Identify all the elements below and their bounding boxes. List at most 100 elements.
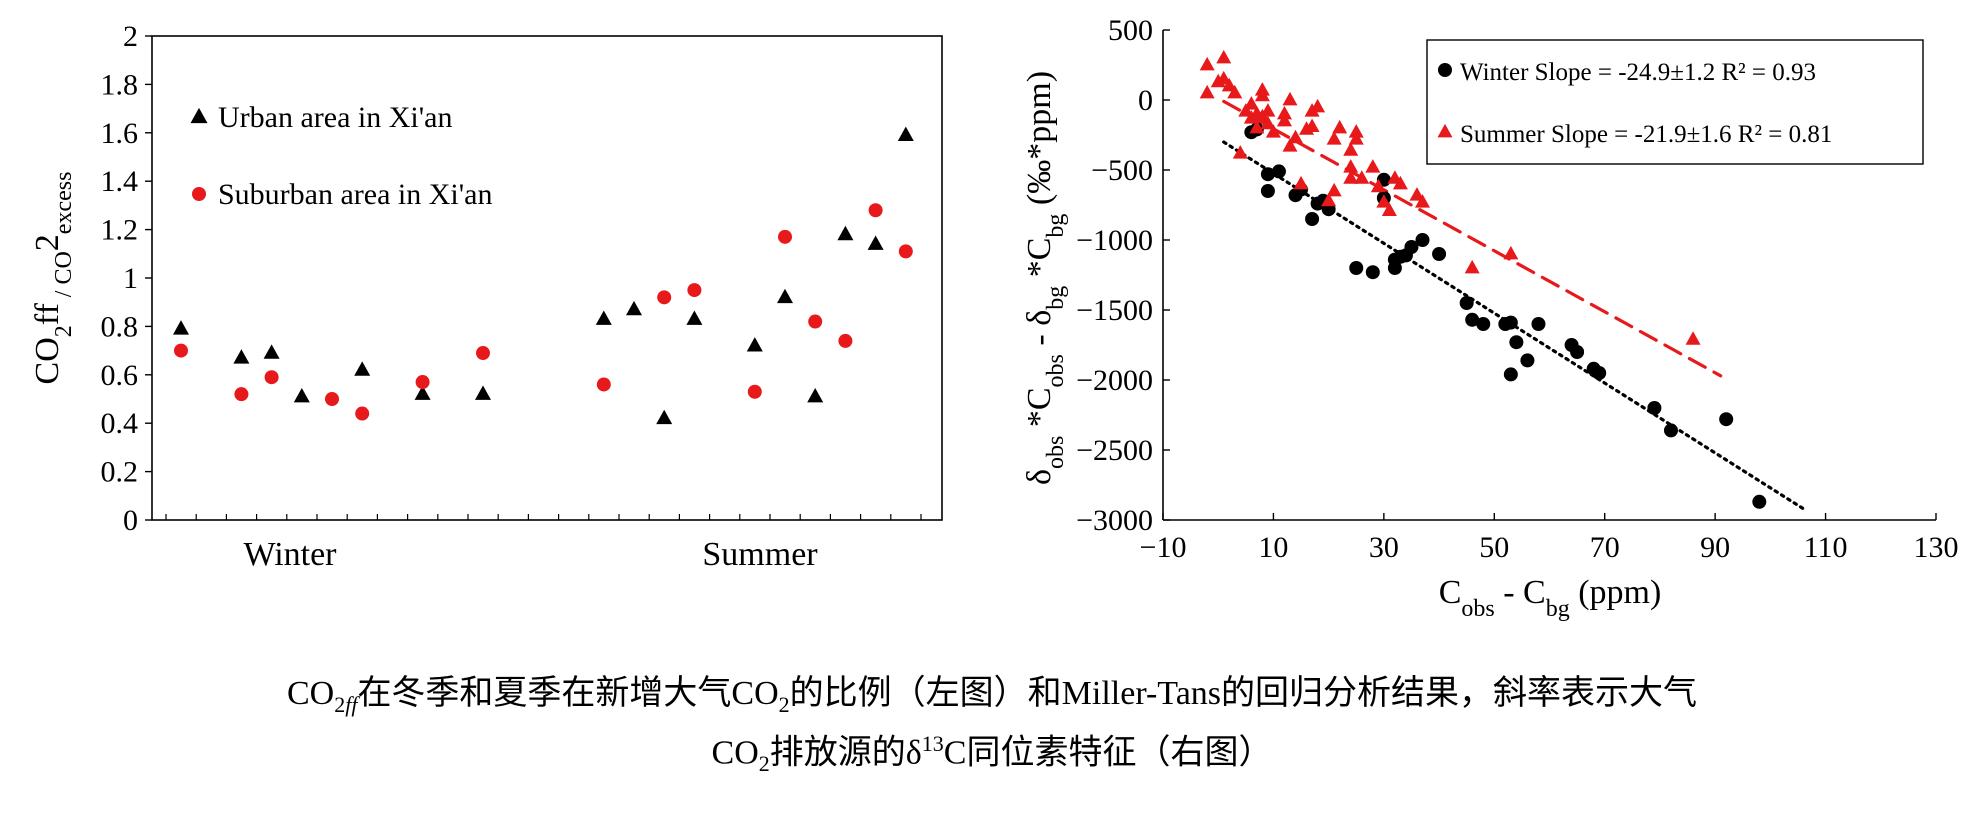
data-point-summer: [1348, 124, 1364, 138]
data-point-summer: [1370, 178, 1386, 193]
data-point-summer: [1310, 98, 1326, 113]
legend-marker-winter: [1438, 63, 1452, 77]
data-point-summer: [1227, 84, 1243, 99]
data-point-suburban: [596, 377, 611, 392]
x-tick-label: −10: [1140, 531, 1187, 564]
data-point-suburban: [174, 343, 188, 358]
y-axis-title: δobs *Cobs - δbg *Cbg (‰*ppm): [1021, 71, 1069, 485]
data-point-urban: [626, 300, 642, 316]
y-tick-label: 1.2: [101, 214, 139, 247]
right-chart: −3000 −2500 −2000 −1500 −1000 −500 0 500 −10 10 30…: [1021, 14, 1959, 622]
data-point-winter: [1415, 233, 1430, 247]
data-point-suburban: [898, 244, 913, 259]
data-point-urban: [807, 387, 824, 403]
data-point-summer: [1464, 259, 1480, 274]
y-tick-label: 1: [123, 262, 138, 295]
data-point-suburban: [325, 392, 339, 406]
x-group-label-summer: Summer: [702, 536, 818, 573]
y-tick-label: 1.4: [101, 165, 139, 198]
data-point-urban: [475, 385, 491, 400]
data-point-urban: [173, 320, 189, 335]
data-point-summer: [1260, 115, 1276, 130]
data-point-suburban: [355, 406, 370, 421]
data-point-summer: [1343, 159, 1359, 173]
legend-label-summer: Summer Slope = -21.9±1.6 R² = 0.81: [1460, 121, 1832, 148]
data-point-suburban: [415, 375, 430, 390]
legend-box: [1426, 39, 1924, 165]
data-point-suburban: [264, 370, 279, 385]
data-point-winter: [1404, 240, 1419, 254]
caption-text: 排放源的δ: [769, 734, 922, 772]
data-point-winter: [1647, 401, 1662, 415]
data-point-winter: [1465, 312, 1480, 327]
caption-subscript: 2: [778, 691, 790, 717]
data-point-summer: [1326, 182, 1342, 197]
data-point-summer: [1238, 103, 1254, 117]
data-point-urban: [897, 126, 914, 141]
caption-text: 在冬季和夏季在新增大气CO: [357, 675, 779, 712]
x-tick-label: 130: [1914, 531, 1959, 564]
caption-subscript: 2: [334, 691, 346, 717]
data-point-winter: [1663, 423, 1678, 438]
caption-subscript: 2: [758, 751, 770, 777]
data-point-urban: [263, 344, 280, 359]
data-point-suburban: [808, 314, 823, 329]
data-point-suburban: [476, 346, 490, 361]
y-tick-label: 2: [123, 20, 138, 53]
data-point-summer: [1685, 331, 1701, 345]
data-point-summer: [1392, 175, 1408, 190]
y-tick-label: −500: [1091, 154, 1153, 187]
data-point-winter: [1503, 315, 1518, 330]
data-point-winter: [1509, 335, 1524, 350]
data-point-urban: [746, 337, 763, 352]
data-point-urban: [777, 288, 793, 304]
data-point-summer: [1381, 202, 1397, 216]
data-point-summer: [1321, 192, 1337, 207]
data-point-urban: [414, 385, 431, 400]
data-point-summer: [1293, 175, 1309, 190]
data-point-summer: [1409, 187, 1425, 201]
data-point-urban: [233, 349, 250, 364]
data-point-summer: [1243, 96, 1259, 110]
data-point-urban: [293, 387, 310, 403]
data-point-winter: [1719, 412, 1734, 427]
data-point-summer: [1276, 105, 1292, 120]
y-tick-label: −2000: [1076, 364, 1153, 397]
data-point-suburban: [778, 229, 792, 244]
data-point-suburban: [687, 283, 702, 298]
data-point-winter: [1520, 353, 1535, 368]
data-point-suburban: [747, 384, 762, 399]
y-tick-label: 500: [1108, 14, 1153, 47]
data-point-urban: [656, 409, 673, 425]
data-point-winter: [1349, 261, 1364, 275]
data-point-summer: [1354, 170, 1370, 184]
data-point-winter: [1387, 261, 1402, 275]
data-point-summer: [1343, 170, 1359, 184]
data-point-summer: [1199, 56, 1215, 71]
data-point-summer: [1415, 194, 1431, 208]
data-point-summer: [1343, 142, 1359, 156]
data-point-summer: [1282, 138, 1298, 152]
y-tick-label: 0.8: [101, 310, 139, 343]
data-point-winter: [1305, 212, 1320, 226]
left-chart: 0 0.2 0.4 0.6 0.8 1 1.2 1.4 1.6 1.8 2 Winter Summer C…: [29, 20, 943, 573]
y-tick-label: 0.2: [101, 456, 139, 489]
x-group-label-winter: Winter: [243, 536, 337, 573]
data-point-summer: [1199, 84, 1215, 99]
data-point-summer: [1221, 77, 1237, 92]
x-tick-label: 110: [1804, 531, 1848, 564]
data-point-summer: [1265, 124, 1281, 138]
data-point-urban: [867, 235, 884, 250]
x-tick-label: 70: [1590, 531, 1620, 564]
data-point-suburban: [657, 290, 672, 305]
data-point-summer: [1288, 129, 1304, 144]
data-point-winter: [1503, 367, 1518, 382]
data-point-suburban: [838, 333, 853, 348]
caption-text: CO: [286, 675, 335, 712]
caption-superscript: 13: [921, 731, 944, 756]
data-point-winter: [1459, 296, 1474, 310]
y-tick-label: 0: [1138, 84, 1153, 117]
caption-text: CO: [711, 734, 759, 772]
x-tick-label: 50: [1479, 531, 1509, 564]
